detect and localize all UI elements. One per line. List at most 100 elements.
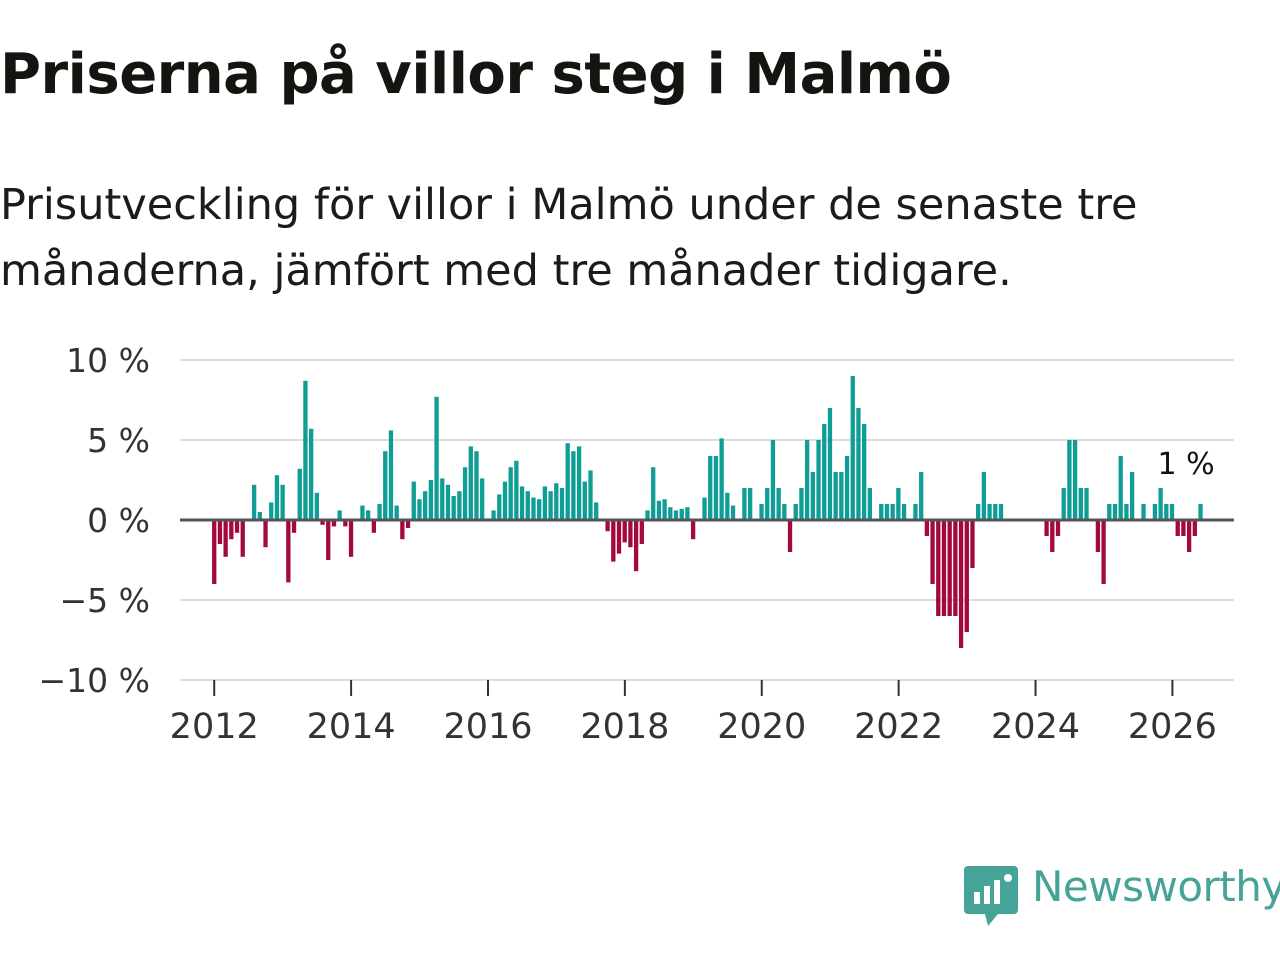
bar-negative: [320, 520, 325, 525]
bar-positive: [1078, 488, 1083, 520]
bar-positive: [440, 478, 445, 520]
bar-positive: [559, 488, 565, 520]
bar-positive: [428, 480, 434, 520]
bar-positive: [297, 468, 302, 520]
bar-positive: [308, 428, 314, 520]
bar-positive: [765, 488, 770, 520]
bar-positive: [1118, 456, 1123, 520]
bar-positive: [856, 408, 861, 520]
bar-positive: [702, 497, 707, 520]
bar-chart: 10 % 5 % 0 % −5 % −10 % 2012 2014 2016 2018 2020 2…: [39, 341, 1234, 747]
bar-positive: [366, 510, 371, 520]
bar-positive: [531, 497, 536, 520]
bar-positive: [1072, 440, 1078, 520]
bar-negative: [605, 520, 610, 532]
bar-positive: [519, 486, 525, 520]
bar-positive: [668, 507, 673, 520]
bar-negative: [690, 520, 696, 540]
bar-positive: [542, 486, 548, 520]
bar-positive: [919, 472, 924, 520]
bar-positive: [708, 456, 713, 520]
bar-negative: [639, 520, 644, 544]
bar-positive: [793, 504, 798, 520]
bar-positive: [987, 504, 992, 520]
bar-negative: [331, 520, 337, 527]
bar-positive: [770, 440, 776, 520]
x-tick-label: 2022: [854, 707, 943, 747]
bar-positive: [445, 484, 451, 520]
bar-positive: [1169, 504, 1175, 520]
bar-negative: [343, 520, 348, 527]
bar-positive: [827, 408, 833, 520]
bar-positive: [1084, 488, 1089, 520]
bar-positive: [280, 484, 285, 520]
bar-positive: [685, 507, 690, 520]
y-tick-label: −10 %: [39, 661, 151, 700]
bar-positive: [571, 451, 576, 520]
bar-positive: [998, 504, 1004, 520]
bar-positive: [383, 451, 388, 520]
bar-negative: [622, 520, 627, 543]
bar-negative: [1181, 520, 1186, 536]
bar-positive: [451, 496, 456, 520]
bar-negative: [633, 520, 639, 572]
bar-negative: [348, 520, 354, 557]
bar-positive: [804, 440, 810, 520]
bar-positive: [377, 504, 382, 520]
bar-positive: [434, 396, 439, 520]
bar-positive: [1158, 488, 1163, 520]
bar-negative: [400, 520, 405, 540]
x-tick-label: 2026: [1128, 707, 1217, 747]
bar-positive: [673, 510, 679, 520]
bar-positive: [548, 491, 553, 520]
bar-positive: [411, 481, 416, 520]
bar-negative: [953, 520, 958, 616]
bar-positive: [462, 467, 468, 520]
bar-negative: [941, 520, 947, 616]
bar-positive: [360, 505, 365, 520]
bar-positive: [508, 467, 513, 520]
y-tick-label: 5 %: [87, 421, 150, 460]
chart-subtitle: Prisutveckling för villor i Malmö under …: [0, 180, 1138, 296]
bar-positive: [867, 488, 873, 520]
bar-negative: [405, 520, 411, 528]
bar-positive: [337, 510, 342, 520]
bar-negative: [1095, 520, 1101, 552]
bar-positive: [879, 504, 884, 520]
bar-positive: [662, 499, 667, 520]
bar-positive: [274, 475, 280, 520]
bar-positive: [314, 492, 319, 520]
bar-positive: [651, 467, 656, 520]
bar-positive: [884, 504, 890, 520]
bar-positive: [394, 505, 399, 520]
bar-positive: [810, 472, 815, 520]
bar-positive: [747, 488, 753, 520]
bar-positive: [417, 499, 422, 520]
bar-positive: [799, 488, 804, 520]
bar-positive: [844, 456, 850, 520]
bar-positive: [582, 481, 587, 520]
bar-positive: [822, 424, 827, 520]
bar-positive: [269, 502, 274, 520]
bar-positive: [1152, 504, 1158, 520]
bar-negative: [1186, 520, 1192, 552]
x-tick-label: 2016: [443, 707, 532, 747]
bar-negative: [212, 520, 217, 584]
y-tick-label: −5 %: [60, 581, 151, 620]
bar-positive: [1164, 504, 1169, 520]
bar-positive: [1129, 472, 1135, 520]
bar-negative: [1055, 520, 1061, 536]
bar-positive: [896, 488, 901, 520]
bar-positive: [480, 478, 485, 520]
bar-positive: [833, 472, 838, 520]
bar-positive: [713, 456, 719, 520]
bar-negative: [924, 520, 930, 536]
bar-negative: [229, 520, 234, 540]
bar-positive: [901, 504, 907, 520]
bar-negative: [291, 520, 297, 533]
bar-positive: [759, 504, 764, 520]
bar-positive: [742, 488, 747, 520]
bar-positive: [257, 512, 262, 520]
bar-positive: [303, 380, 308, 520]
brand-name: Newsworthy: [1032, 862, 1280, 911]
